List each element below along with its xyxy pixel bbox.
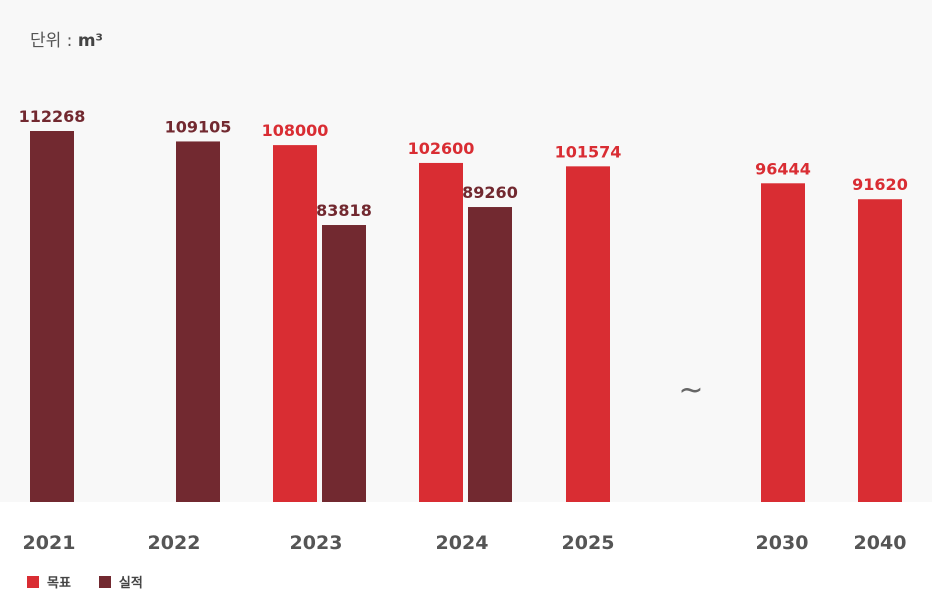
unit-label: 단위 : m³	[30, 26, 103, 51]
legend-label-target: 목표	[47, 576, 71, 591]
data-label-actual-2022: 109105	[165, 117, 232, 136]
bar-actual-2022	[176, 141, 220, 502]
bar-actual-2021	[30, 131, 74, 502]
bar-target-2030	[761, 183, 805, 502]
bar-target-2024	[419, 162, 463, 503]
data-label-actual-2021: 112268	[19, 107, 86, 126]
data-label-target-2030: 96444	[755, 159, 811, 178]
data-label-target-2040: 91620	[852, 175, 908, 194]
data-label-target-2025: 101574	[555, 142, 622, 161]
data-label-target-2023: 108000	[262, 121, 329, 140]
x-tick-label-2025: 2025	[562, 532, 615, 554]
axis-break-symbol: ~	[678, 373, 703, 408]
bar-actual-2023	[322, 225, 366, 502]
legend: 목표 실적	[27, 572, 171, 591]
legend-swatch-actual	[98, 575, 111, 588]
bar-target-2040	[858, 199, 902, 503]
data-label-target-2024: 102600	[408, 139, 475, 158]
bar-actual-2024	[468, 207, 512, 503]
legend-label-actual: 실적	[118, 576, 143, 591]
data-label-actual-2023: 83818	[316, 201, 372, 220]
x-tick-label-2040: 2040	[854, 532, 907, 554]
x-tick-label-2022: 2022	[148, 532, 201, 554]
x-tick-label-2021: 2021	[23, 532, 76, 554]
x-tick-label-2030: 2030	[756, 532, 809, 554]
legend-swatch-target	[27, 575, 39, 588]
bar-target-2023	[273, 145, 317, 502]
unit-value: m³	[77, 31, 103, 51]
x-tick-label-2024: 2024	[436, 532, 489, 554]
legend-item-target: 목표	[27, 572, 71, 591]
bar-chart: 112268 2021 109105 2022 108000 83818 2023 10260…	[19, 107, 908, 554]
x-tick-label-2023: 2023	[290, 532, 343, 554]
unit-prefix: 단위 :	[30, 31, 73, 51]
legend-item-actual: 실적	[98, 572, 143, 591]
bar-target-2025	[566, 166, 610, 503]
data-label-actual-2024: 89260	[462, 183, 518, 202]
